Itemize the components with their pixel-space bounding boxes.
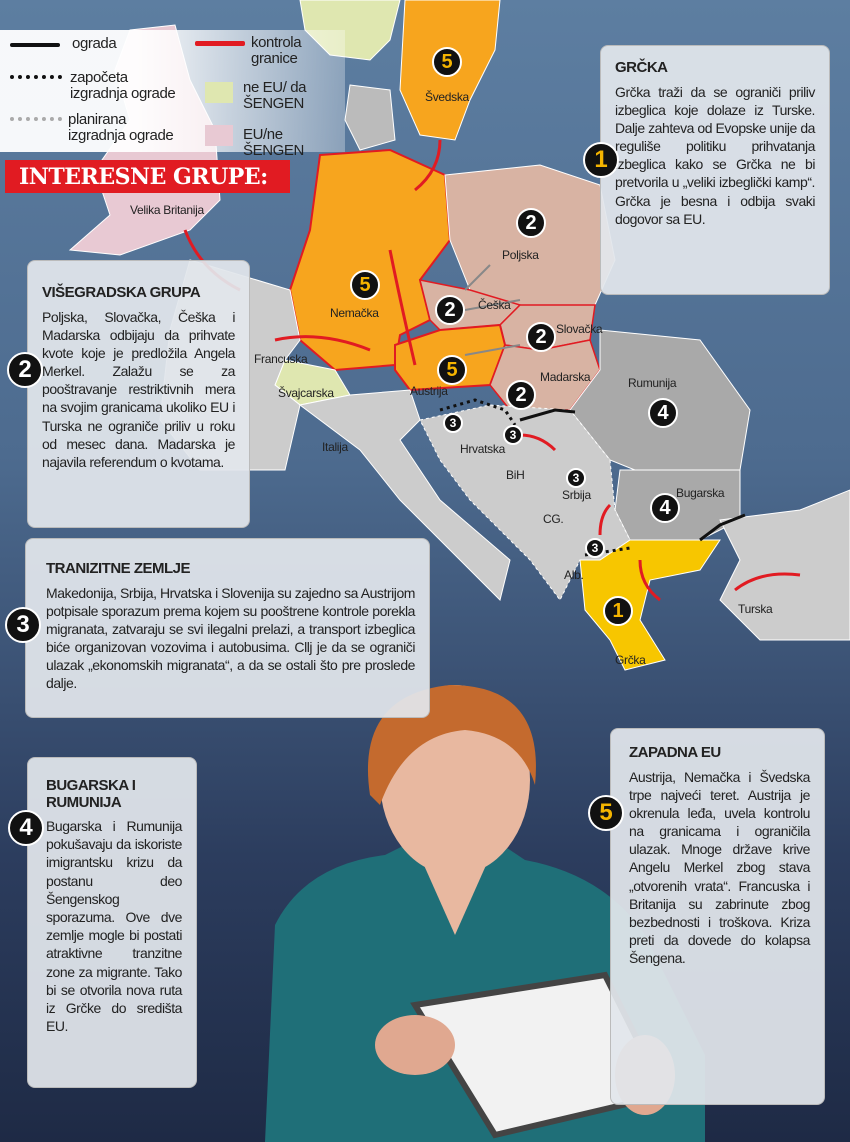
started-fence-line bbox=[439, 398, 517, 426]
group-text: Makedonija, Srbija, Hrvatska i Slovenija… bbox=[46, 584, 415, 692]
group-badge-2: 2 bbox=[7, 352, 43, 388]
group-badge-3: 3 bbox=[5, 607, 41, 643]
group-badge-4: 4 bbox=[8, 810, 44, 846]
fence-swatch bbox=[10, 43, 60, 47]
fence-line bbox=[699, 513, 746, 542]
map-label-germany: Nemačka bbox=[330, 306, 379, 320]
map-label-france: Francuska bbox=[254, 352, 308, 366]
map-legend: ograda započeta izgradnja ograde planira… bbox=[0, 30, 345, 158]
map-label-switzerland: Švajcarska bbox=[278, 386, 334, 400]
group-badge-1: 1 bbox=[583, 142, 619, 178]
legend-eu-non-schengen: EU/ne ŠENGEN bbox=[243, 126, 304, 159]
section-banner: INTERESNE GRUPE: bbox=[5, 160, 290, 193]
map-label-croatia: Hrvatska bbox=[460, 442, 505, 456]
map-label-albania: Alb. bbox=[564, 568, 584, 582]
group-text: Grčka traži da se ograniči priliv izbegl… bbox=[615, 83, 815, 227]
map-marker-4: 4 bbox=[650, 493, 680, 523]
italy-region bbox=[298, 389, 511, 601]
map-marker-5: 5 bbox=[437, 355, 467, 385]
arrow-path bbox=[274, 335, 371, 352]
map-marker-2: 2 bbox=[435, 295, 465, 325]
control-swatch bbox=[195, 41, 245, 46]
map-label-czech: Češka bbox=[478, 298, 511, 312]
eu-non-schengen-swatch bbox=[205, 125, 233, 146]
group-title: VIŠEGRADSKA GRUPA bbox=[42, 284, 201, 301]
arrow-path bbox=[464, 344, 521, 356]
group-title: BUGARSKA I RUMUNIJA bbox=[46, 777, 136, 811]
map-marker-2: 2 bbox=[526, 322, 556, 352]
map-label-uk: Velika Britanija bbox=[130, 203, 204, 217]
group-box-bg-ro: BUGARSKA I RUMUNIJA Bugarska i Rumunija … bbox=[27, 757, 197, 1088]
started-swatch bbox=[10, 75, 62, 79]
map-label-bih: BiH bbox=[506, 468, 525, 482]
arrow-path bbox=[638, 559, 661, 602]
map-label-bulgaria: Bugarska bbox=[676, 486, 725, 500]
legend-fence: ograda bbox=[72, 35, 117, 52]
map-label-turkey: Turska bbox=[738, 602, 773, 616]
greece-region bbox=[579, 539, 721, 671]
legend-planned: planirana izgradnja ograde bbox=[68, 111, 174, 144]
group-box-greece: GRČKA Grčka traži da se ograniči priliv … bbox=[600, 45, 830, 295]
group-text: Poljska, Slovačka, Češka i Madarska odbi… bbox=[42, 308, 235, 471]
map-label-italy: Italija bbox=[322, 440, 348, 454]
map-marker-5: 5 bbox=[350, 270, 380, 300]
map-marker-3: 3 bbox=[585, 538, 605, 558]
group-box-west-eu: ZAPADNA EU Austrija, Nemačka i Švedska t… bbox=[610, 728, 825, 1105]
map-label-austria: Austrija bbox=[410, 384, 448, 398]
map-marker-3: 3 bbox=[566, 468, 586, 488]
group-badge-5: 5 bbox=[588, 795, 624, 831]
map-marker-3: 3 bbox=[443, 413, 463, 433]
arrow-path bbox=[414, 139, 442, 192]
arrow-path bbox=[734, 572, 801, 592]
map-label-sweden: Švedska bbox=[425, 90, 469, 104]
arrow-path bbox=[388, 249, 417, 366]
group-text: Austrija, Nemačka i Švedska trpe najveći… bbox=[629, 768, 810, 967]
denmark-region bbox=[344, 84, 396, 151]
arrow-path bbox=[598, 503, 612, 536]
map-marker-5: 5 bbox=[432, 47, 462, 77]
turkey-region bbox=[719, 489, 850, 641]
map-marker-2: 2 bbox=[506, 380, 536, 410]
map-marker-1: 1 bbox=[603, 596, 633, 626]
map-label-romania: Rumunija bbox=[628, 376, 677, 390]
group-title: ZAPADNA EU bbox=[629, 744, 721, 761]
arrow-path bbox=[464, 299, 521, 311]
arrow-path bbox=[464, 264, 491, 291]
legend-non-eu-schengen: ne EU/ da ŠENGEN bbox=[243, 79, 307, 112]
group-text: Bugarska i Rumunija pokušavaju da iskori… bbox=[46, 818, 182, 1035]
fence-line bbox=[519, 408, 576, 422]
map-label-slovakia: Slovačka bbox=[556, 322, 603, 336]
group-box-transit: TRANIZITNE ZEMLJE Makedonija, Srbija, Hr… bbox=[25, 538, 430, 718]
group-box-visegrad: VIŠEGRADSKA GRUPA Poljska, Slovačka, Češ… bbox=[27, 260, 250, 528]
map-label-poland: Poljska bbox=[502, 248, 539, 262]
merkel-photo bbox=[265, 685, 705, 1142]
group-title: GRČKA bbox=[615, 59, 668, 76]
map-marker-2: 2 bbox=[516, 208, 546, 238]
map-marker-4: 4 bbox=[648, 398, 678, 428]
planned-swatch bbox=[10, 117, 62, 121]
map-marker-3: 3 bbox=[503, 425, 523, 445]
arrow-path bbox=[519, 433, 557, 452]
map-label-greece: Grčka bbox=[615, 653, 646, 667]
legend-control: kontrola granice bbox=[251, 34, 302, 67]
map-label-hungary: Madarska bbox=[540, 370, 591, 384]
map-label-serbia: Srbija bbox=[562, 488, 591, 502]
non-eu-schengen-swatch bbox=[205, 82, 233, 103]
legend-started: započeta izgradnja ograde bbox=[70, 69, 176, 102]
map-label-montenegro: CG. bbox=[543, 512, 564, 526]
group-title: TRANIZITNE ZEMLJE bbox=[46, 560, 191, 577]
